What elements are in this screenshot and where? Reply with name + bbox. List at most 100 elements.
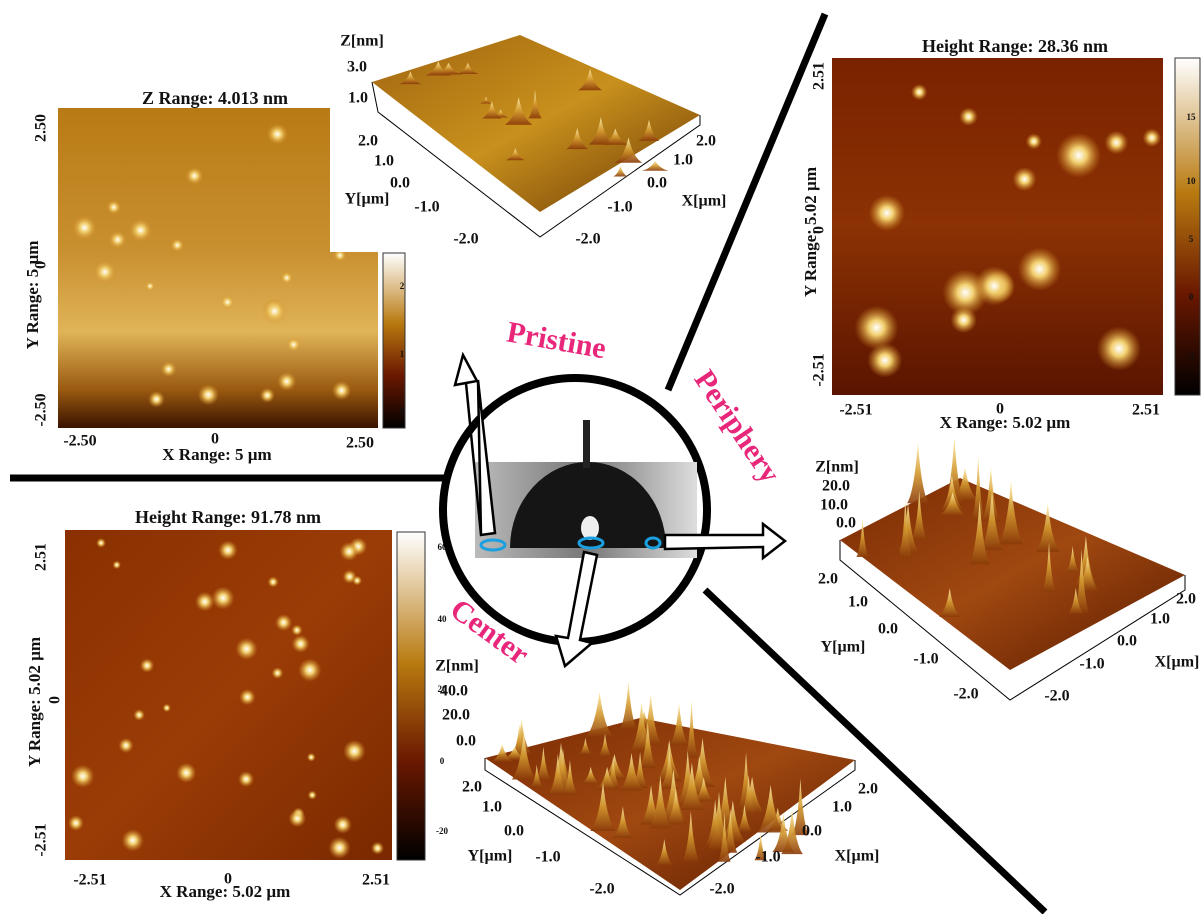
- surface-peak: [682, 811, 700, 862]
- surface-peak: [907, 442, 929, 504]
- afm-feature: [162, 703, 171, 713]
- afm-feature: [108, 230, 127, 249]
- afm-feature: [238, 771, 255, 788]
- y-tick-label: 0: [47, 696, 64, 704]
- x-tick-label: 0: [224, 871, 232, 888]
- x-tick-label: 0: [211, 431, 219, 448]
- afm-feature: [291, 624, 303, 636]
- x-tick-label: 2.0: [1176, 591, 1196, 608]
- y-tick-label: -2.0: [589, 881, 614, 898]
- divider: [664, 12, 829, 392]
- afm-feature: [106, 199, 122, 215]
- surface-peak: [1074, 549, 1090, 613]
- y-tick-label: 1.0: [482, 799, 502, 816]
- x-tick-label: 0: [996, 401, 1004, 418]
- x-tick-label: -2.0: [709, 881, 734, 898]
- afm-feature: [1096, 326, 1142, 371]
- surface-peak: [1068, 587, 1084, 614]
- y-tick-label: 0: [33, 261, 50, 269]
- y-axis-label: Y Range: 5.02 µm: [25, 637, 44, 767]
- colorbar: [1174, 57, 1201, 396]
- surface-peak: [641, 160, 669, 171]
- y-tick-label: -2.0: [953, 686, 978, 703]
- arrow: [453, 351, 497, 537]
- afm-feature: [261, 298, 288, 324]
- surface-peak: [649, 775, 672, 829]
- x-tick-label: 0.0: [1117, 633, 1137, 650]
- surface-peak: [562, 759, 578, 795]
- surface-peak: [505, 148, 525, 161]
- surface-peak: [399, 71, 422, 85]
- y-tick-label: 0.0: [878, 621, 898, 638]
- surface-peak: [856, 518, 869, 558]
- y-tick-label: 1.0: [848, 594, 868, 611]
- y-axis-label: Y[µm]: [468, 848, 513, 865]
- colorbar-tick-label: -5: [1187, 351, 1195, 361]
- colorbar-tick-label: 10: [1187, 176, 1197, 186]
- surface-peak: [613, 806, 633, 839]
- surface-peak: [998, 480, 1024, 545]
- y-tick-label: 2.0: [818, 571, 838, 588]
- surface-peak: [456, 62, 479, 74]
- afm-feature: [333, 815, 352, 834]
- afm-feature: [1025, 133, 1042, 150]
- surface-peak: [659, 769, 687, 823]
- divider: [702, 587, 1048, 914]
- afm-feature: [112, 560, 122, 570]
- axis-frame: [839, 540, 1186, 701]
- surface-peak: [693, 776, 715, 802]
- surface-peak: [754, 832, 767, 861]
- afm-feature: [71, 214, 98, 241]
- surface-peak: [585, 691, 614, 737]
- surface-peak: [595, 766, 619, 790]
- afm-feature: [352, 575, 363, 586]
- afm-feature: [291, 634, 310, 653]
- surface-peak: [939, 492, 967, 516]
- afm-feature: [121, 829, 144, 852]
- y-tick-label: 1.0: [374, 153, 394, 170]
- afm-feature: [211, 586, 235, 610]
- afm-feature: [950, 306, 978, 334]
- z-tick-label: 40.0: [440, 683, 468, 700]
- afm-feature: [343, 739, 366, 763]
- x-tick-label: -1.0: [1079, 656, 1104, 673]
- afm-feature: [339, 541, 359, 561]
- x-axis-label: X[µm]: [682, 193, 727, 210]
- afm-feature: [267, 576, 279, 588]
- afm-feature: [185, 166, 204, 185]
- afm-feature: [911, 83, 928, 101]
- surface-peak: [528, 89, 542, 119]
- afm-feature: [868, 194, 905, 232]
- surface-peak: [944, 436, 965, 504]
- z-tick-label: 1.0: [348, 90, 368, 107]
- surface-peak: [590, 782, 616, 832]
- y-tick-label: -1.0: [913, 651, 938, 668]
- afm-feature: [854, 305, 899, 350]
- region-label: Pristine: [504, 315, 608, 365]
- spot-marker: [644, 536, 662, 550]
- surface-peak: [619, 752, 644, 791]
- surface-peak: [511, 731, 536, 780]
- y-tick-label: 0.0: [390, 175, 410, 192]
- surface-peak: [718, 812, 731, 862]
- surface-peak: [723, 808, 738, 853]
- z-tick-label: 20.0: [442, 707, 470, 724]
- surface-peak: [720, 800, 746, 843]
- surface-peak: [1042, 542, 1056, 592]
- y-tick-label: 0: [811, 226, 828, 234]
- x-tick-label: 2.0: [858, 781, 878, 798]
- afm-feature: [218, 540, 238, 560]
- y-tick-label: -2.0: [453, 231, 478, 248]
- afm-feature: [160, 361, 177, 378]
- z-tick-label: 10.0: [820, 497, 848, 514]
- colorbar-tick-label: 5: [1189, 234, 1194, 244]
- y-tick-label: -2.51: [811, 353, 828, 386]
- x-axis-label: X[µm]: [835, 848, 880, 865]
- y-tick-label: 2.51: [811, 62, 828, 90]
- arrow: [554, 550, 599, 669]
- x-tick-label: -1.0: [607, 199, 632, 216]
- surface-peak: [781, 808, 803, 855]
- afm-feature: [328, 836, 351, 859]
